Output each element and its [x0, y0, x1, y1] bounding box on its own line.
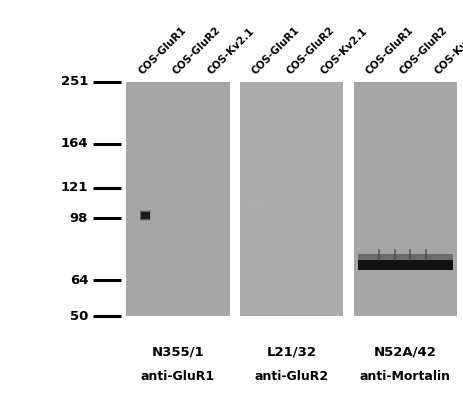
Bar [357, 259, 452, 270]
Text: COS-GluR2: COS-GluR2 [397, 25, 449, 77]
Text: COS-Kv2.1: COS-Kv2.1 [319, 26, 369, 77]
Text: COS-Kv2.1: COS-Kv2.1 [432, 26, 463, 77]
Text: COS-GluR2: COS-GluR2 [284, 25, 335, 77]
Text: COS-GluR2: COS-GluR2 [170, 25, 222, 77]
Text: anti-GluR2: anti-GluR2 [254, 370, 328, 382]
Text: 64: 64 [69, 274, 88, 287]
Text: 98: 98 [69, 212, 88, 225]
Text: 50: 50 [69, 310, 88, 323]
Bar [140, 212, 149, 219]
Text: anti-Mortalin: anti-Mortalin [359, 370, 450, 382]
Text: COS-GluR1: COS-GluR1 [136, 25, 188, 77]
Text: 251: 251 [61, 75, 88, 88]
Text: COS-GluR1: COS-GluR1 [363, 25, 414, 77]
Text: N355/1: N355/1 [151, 346, 204, 359]
Bar [253, 203, 260, 205]
Bar [357, 254, 452, 259]
Text: COS-GluR1: COS-GluR1 [250, 25, 301, 77]
Text: 164: 164 [60, 137, 88, 150]
Bar [239, 82, 343, 316]
Text: COS-Kv2.1: COS-Kv2.1 [205, 26, 255, 77]
Text: anti-GluR1: anti-GluR1 [141, 370, 214, 382]
Text: L21/32: L21/32 [266, 346, 316, 359]
Text: N52A/42: N52A/42 [373, 346, 436, 359]
Bar [139, 211, 150, 221]
Bar [353, 82, 456, 316]
Bar [126, 82, 229, 316]
Bar [140, 211, 150, 220]
Text: 121: 121 [61, 181, 88, 194]
